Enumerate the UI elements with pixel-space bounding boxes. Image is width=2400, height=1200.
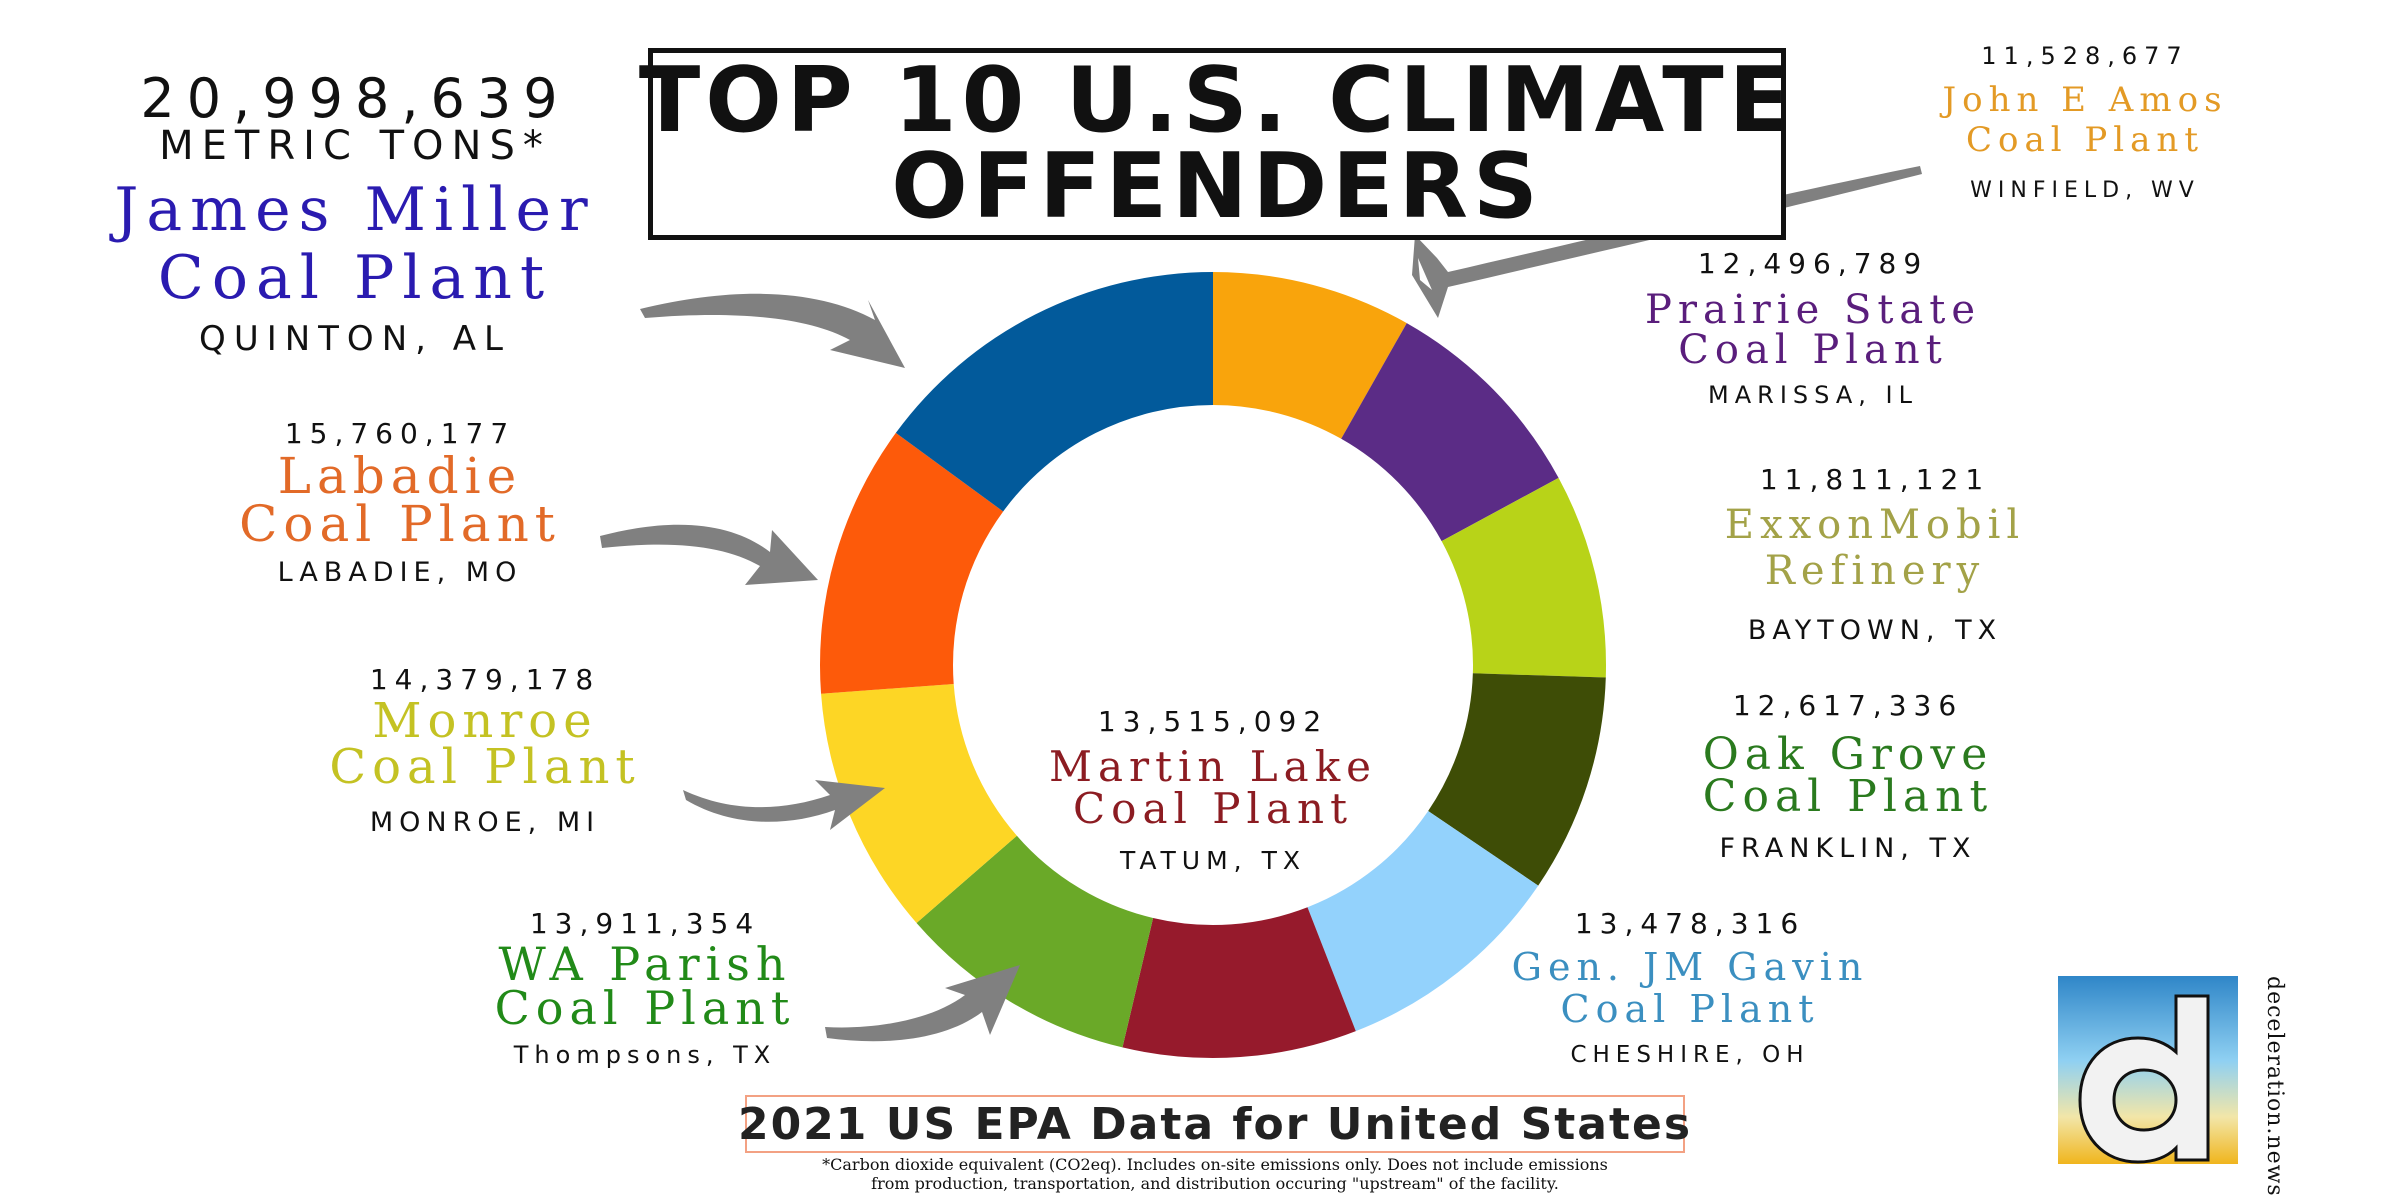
name-wa-parish-line1: WA Parish	[498, 937, 792, 991]
deceleration-logo[interactable]: d	[2058, 976, 2248, 1166]
slice-gen-jm-gavin-coal-plant	[1307, 810, 1539, 1032]
title-line-1: TOP 10 U.S. CLIMATE	[638, 48, 1796, 153]
title-box: TOP 10 U.S. CLIMATE OFFENDERS	[639, 48, 1790, 240]
slice-prairie-state-coal-plant	[1341, 323, 1559, 542]
name-monroe-line1: Monroe	[372, 693, 598, 749]
label-monroe: 14,379,178 Monroe Coal Plant MONROE, MI	[329, 662, 640, 842]
name-gen-jm-gavin-line2: Coal Plant	[1560, 987, 1820, 1031]
data-source-title: 2021 US EPA Data for United States	[737, 1098, 1693, 1150]
value-exxonmobil: 11,811,121	[1759, 463, 1991, 496]
location-martin-lake: TATUM, TX	[1120, 846, 1306, 875]
slice-monroe-coal-plant	[821, 683, 1017, 924]
title-line-2: OFFENDERS	[891, 134, 1543, 239]
unit-label: METRIC TONS*	[159, 123, 551, 169]
footnote-line-2: from production, transportation, and dis…	[871, 1174, 1559, 1193]
name-exxonmobil-line2: Refinery	[1764, 548, 1986, 594]
name-john-e-amos-line2: Coal Plant	[1965, 120, 2205, 160]
label-john-e-amos: 11,528,677 John E Amos Coal Plant WINFIE…	[1942, 38, 2227, 210]
arrow-monroe	[683, 780, 885, 830]
name-james-miller-line1: James Miller	[114, 175, 596, 245]
footnote-line-1: *Carbon dioxide equivalent (CO2eq). Incl…	[822, 1155, 1608, 1174]
label-prairie-state: 12,496,789 Prairie State Coal Plant MARI…	[1645, 246, 1981, 414]
value-prairie-state: 12,496,789	[1697, 247, 1929, 280]
location-john-e-amos: WINFIELD, WV	[1970, 178, 2200, 203]
value-oak-grove: 12,617,336	[1732, 689, 1964, 722]
value-james-miller: 20,998,639	[140, 67, 570, 130]
location-james-miller: QUINTON, AL	[199, 319, 511, 359]
slice-martin-lake-coal-plant	[1122, 907, 1356, 1058]
location-monroe: MONROE, MI	[369, 807, 601, 838]
brand-name[interactable]: deceleration.news	[2262, 976, 2287, 1197]
value-john-e-amos: 11,528,677	[1981, 42, 2189, 70]
label-wa-parish: 13,911,354 WA Parish Coal Plant Thompson…	[495, 906, 796, 1074]
name-john-e-amos: John E Amos Coal Plant	[1942, 80, 2227, 160]
slice-james-miller-coal-plant	[895, 272, 1213, 512]
value-martin-lake: 13,515,092	[1097, 705, 1329, 738]
location-gen-jm-gavin: CHESHIRE, OH	[1570, 1042, 1810, 1068]
name-labadie-line1: Labadie	[277, 447, 523, 505]
name-oak-grove: Oak Grove Coal Plant	[1702, 729, 1994, 822]
name-prairie-state: Prairie State Coal Plant	[1645, 290, 1981, 370]
label-labadie: 15,760,177 Labadie Coal Plant LABADIE, M…	[239, 416, 561, 592]
name-labadie-line2: Coal Plant	[239, 495, 561, 553]
label-gen-jm-gavin: 13,478,316 Gen. JM Gavin Coal Plant CHES…	[1512, 906, 1869, 1074]
slice-wa-parish-coal-plant	[916, 835, 1154, 1048]
slice-john-e-amos-coal-plant	[1213, 272, 1407, 439]
name-exxonmobil-line1: ExxonMobil	[1724, 502, 2026, 548]
arrow-john-e-amos	[1412, 166, 1922, 318]
name-james-miller-line2: Coal Plant	[157, 243, 553, 313]
arrow-james-miller	[640, 293, 905, 368]
value-monroe: 14,379,178	[369, 663, 601, 696]
donut-slices	[820, 272, 1606, 1058]
arrow-labadie	[600, 524, 818, 585]
name-prairie-state-line2: Coal Plant	[1678, 327, 1948, 373]
slice-exxonmobil-refinery	[1441, 477, 1606, 678]
footnote: *Carbon dioxide equivalent (CO2eq). Incl…	[822, 1155, 1608, 1193]
name-exxonmobil: ExxonMobil Refinery	[1725, 502, 2025, 594]
location-prairie-state: MARISSA, IL	[1708, 381, 1918, 409]
value-labadie: 15,760,177	[284, 417, 516, 450]
location-oak-grove: FRANKLIN, TX	[1719, 833, 1977, 864]
name-martin-lake-line1: Martin Lake	[1048, 742, 1378, 791]
name-gen-jm-gavin: Gen. JM Gavin Coal Plant	[1512, 946, 1869, 1030]
name-prairie-state-line1: Prairie State	[1644, 287, 1982, 333]
name-john-e-amos-line1: John E Amos	[1942, 80, 2228, 120]
name-monroe: Monroe Coal Plant	[329, 693, 641, 795]
label-martin-lake: 13,515,092 Martin Lake Coal Plant TATUM,…	[1049, 704, 1377, 880]
name-james-miller: James Miller Coal Plant	[114, 176, 595, 312]
name-monroe-line2: Coal Plant	[329, 739, 641, 795]
label-exxonmobil: 11,811,121 ExxonMobil Refinery BAYTOWN, …	[1725, 462, 2025, 650]
name-gen-jm-gavin-line1: Gen. JM Gavin	[1511, 945, 1869, 989]
name-labadie: Labadie Coal Plant	[239, 447, 561, 553]
logo-d-letter	[2078, 994, 2210, 1164]
slice-labadie-coal-plant	[820, 432, 1004, 694]
arrow-wa-parish	[825, 965, 1020, 1042]
pointer-arrows	[600, 166, 1922, 1042]
name-oak-grove-line2: Coal Plant	[1702, 771, 1994, 822]
data-source-box: 2021 US EPA Data for United States	[738, 1095, 1690, 1153]
name-martin-lake: Martin Lake Coal Plant	[1049, 746, 1377, 830]
name-oak-grove-line1: Oak Grove	[1702, 729, 1994, 780]
value-wa-parish: 13,911,354	[529, 907, 761, 940]
location-wa-parish: Thompsons, TX	[513, 1041, 777, 1069]
location-exxonmobil: BAYTOWN, TX	[1747, 615, 2003, 646]
name-wa-parish-line2: Coal Plant	[494, 981, 796, 1035]
label-oak-grove: 12,617,336 Oak Grove Coal Plant FRANKLIN…	[1703, 688, 1994, 868]
value-gen-jm-gavin: 13,478,316	[1574, 907, 1806, 940]
slice-oak-grove-coal-plant	[1428, 673, 1606, 886]
arrow-head-hole	[1418, 258, 1432, 290]
name-wa-parish: WA Parish Coal Plant	[494, 937, 796, 1035]
label-james-miller: 20,998,639 METRIC TONS* James Miller Coa…	[114, 67, 595, 359]
name-martin-lake-line2: Coal Plant	[1073, 784, 1353, 833]
location-labadie: LABADIE, MO	[277, 557, 523, 588]
